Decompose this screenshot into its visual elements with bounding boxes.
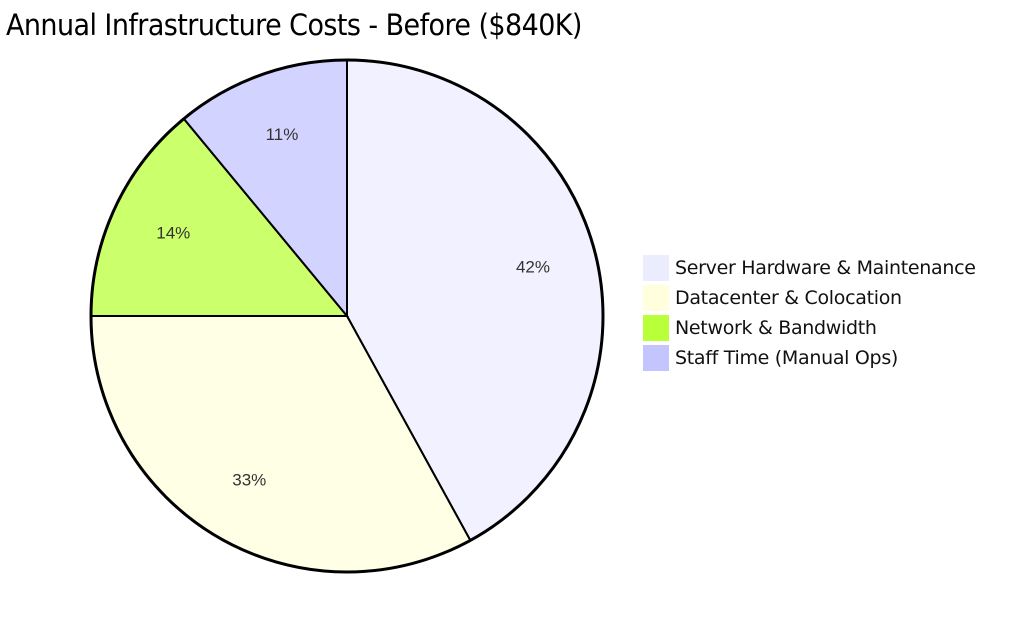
slice-percent-label: 42%: [516, 258, 550, 277]
legend-label: Network & Bandwidth: [675, 317, 877, 339]
legend-swatch: [643, 255, 669, 281]
legend-item-network: Network & Bandwidth: [643, 313, 976, 343]
slice-percent-label: 11%: [266, 125, 299, 144]
legend: Server Hardware & Maintenance Datacenter…: [643, 253, 976, 373]
chart-title: Annual Infrastructure Costs - Before ($8…: [6, 8, 582, 42]
legend-label: Server Hardware & Maintenance: [675, 257, 976, 279]
legend-item-server-hardware: Server Hardware & Maintenance: [643, 253, 976, 283]
legend-item-staff-time: Staff Time (Manual Ops): [643, 343, 976, 373]
legend-swatch: [643, 285, 669, 311]
legend-swatch: [643, 315, 669, 341]
slice-percent-label: 14%: [156, 224, 190, 243]
legend-label: Staff Time (Manual Ops): [675, 347, 899, 369]
legend-swatch: [643, 345, 669, 371]
legend-label: Datacenter & Colocation: [675, 287, 902, 309]
legend-item-datacenter: Datacenter & Colocation: [643, 283, 976, 313]
slice-percent-label: 33%: [232, 471, 266, 490]
